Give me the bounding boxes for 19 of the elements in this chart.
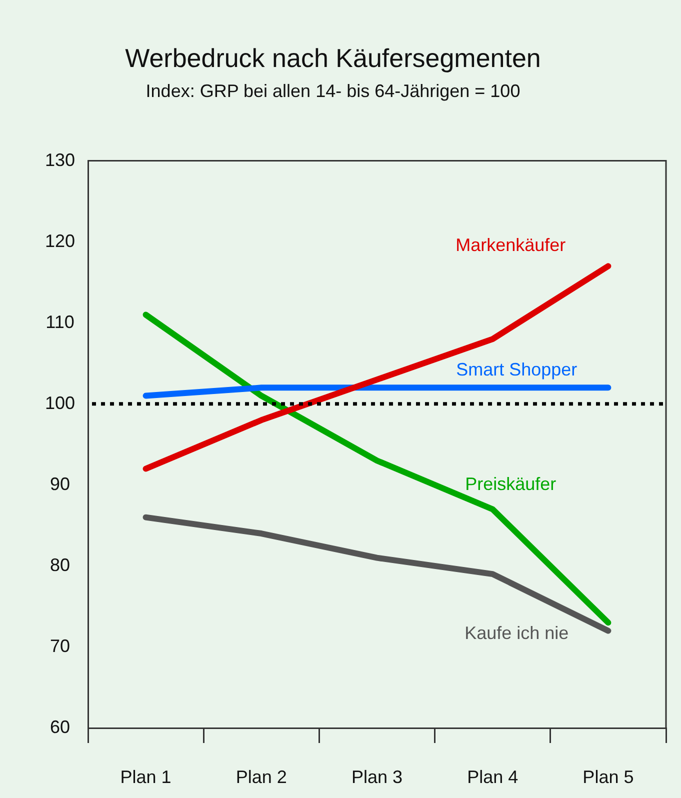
chart-subtitle: Index: GRP bei allen 14- bis 64-Jährigen = 100	[146, 80, 520, 101]
y-tick-label: 110	[46, 312, 74, 332]
x-tick-label: Plan 1	[120, 766, 172, 787]
y-tick-label: 120	[44, 230, 76, 251]
y-tick-label: 90	[50, 474, 70, 494]
x-tick-label: Plan 5	[582, 766, 634, 787]
series-label: Kaufe ich nie	[464, 623, 569, 644]
series-label: Preiskäufer	[465, 474, 556, 494]
series-label: Markenkäufer	[456, 235, 566, 256]
y-tick-label: 60	[50, 716, 70, 737]
x-tick-label: Plan 2	[236, 766, 287, 787]
y-tick-label: 130	[44, 150, 76, 170]
y-tick-label: 80	[50, 554, 70, 575]
x-tick-label: Plan 3	[351, 766, 403, 787]
series-label: Smart Shopper	[456, 360, 578, 380]
y-tick-label: 100	[44, 392, 76, 413]
y-tick-label: 70	[50, 636, 70, 656]
chart-title: Werbedruck nach Käufersegmenten	[125, 42, 541, 73]
x-tick-label: Plan 4	[467, 766, 518, 787]
